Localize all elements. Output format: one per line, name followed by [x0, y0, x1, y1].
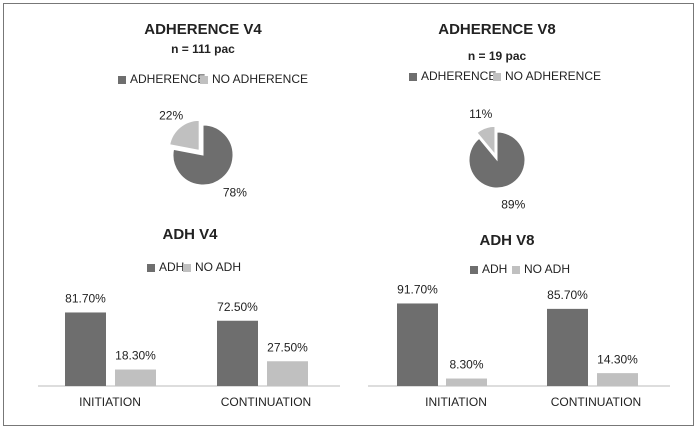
bar [115, 369, 156, 386]
legend-label: NO ADH [195, 260, 241, 274]
chart-subtitle: n = 111 pac [171, 42, 235, 56]
data-label: 89% [501, 197, 525, 211]
legend-swatch [183, 264, 191, 272]
bar [597, 373, 638, 386]
data-label: 85.70% [547, 288, 588, 302]
bar [65, 312, 106, 386]
data-label: 11% [469, 107, 492, 121]
data-label: 72.50% [217, 300, 258, 314]
bar [446, 378, 487, 386]
bar [217, 320, 258, 386]
data-label: 78% [223, 186, 247, 200]
legend-swatch [470, 266, 478, 274]
pie-slice [476, 125, 496, 156]
legend-swatch [118, 76, 126, 84]
legend-swatch [409, 73, 417, 81]
chart-title: ADHERENCE V4 [144, 21, 262, 38]
legend-label: ADH [159, 260, 184, 274]
x-tick-label: INITIATION [425, 395, 487, 409]
legend-label: ADHERENCE [130, 72, 205, 86]
legend-swatch [493, 73, 501, 81]
bar [267, 361, 308, 386]
data-label: 14.30% [597, 352, 638, 366]
legend-swatch [147, 264, 155, 272]
data-label: 18.30% [115, 349, 156, 363]
data-label: 91.70% [397, 283, 438, 297]
pie-slice [169, 119, 200, 151]
data-label: 27.50% [267, 340, 308, 354]
bar [397, 303, 438, 386]
x-tick-label: CONTINUATION [551, 395, 641, 409]
pie-slice [172, 124, 234, 186]
pie-slice [468, 131, 526, 189]
chart-title: ADH V8 [479, 232, 534, 249]
chart-subtitle: n = 19 pac [468, 49, 527, 63]
legend-label: NO ADH [524, 262, 570, 276]
x-tick-label: CONTINUATION [221, 395, 311, 409]
chart-title: ADH V4 [162, 226, 218, 243]
data-label: 22% [159, 109, 183, 123]
legend-label: ADH [482, 262, 507, 276]
frame [3, 3, 694, 426]
data-label: 8.30% [449, 358, 483, 372]
x-tick-label: INITIATION [79, 395, 141, 409]
chart-title: ADHERENCE V8 [438, 21, 556, 38]
legend-swatch [200, 76, 208, 84]
legend-swatch [512, 266, 520, 274]
legend-label: ADHERENCE [421, 69, 496, 83]
legend-label: NO ADHERENCE [505, 69, 601, 83]
bar [547, 308, 588, 386]
legend-label: NO ADHERENCE [212, 72, 308, 86]
data-label: 81.70% [65, 292, 106, 306]
